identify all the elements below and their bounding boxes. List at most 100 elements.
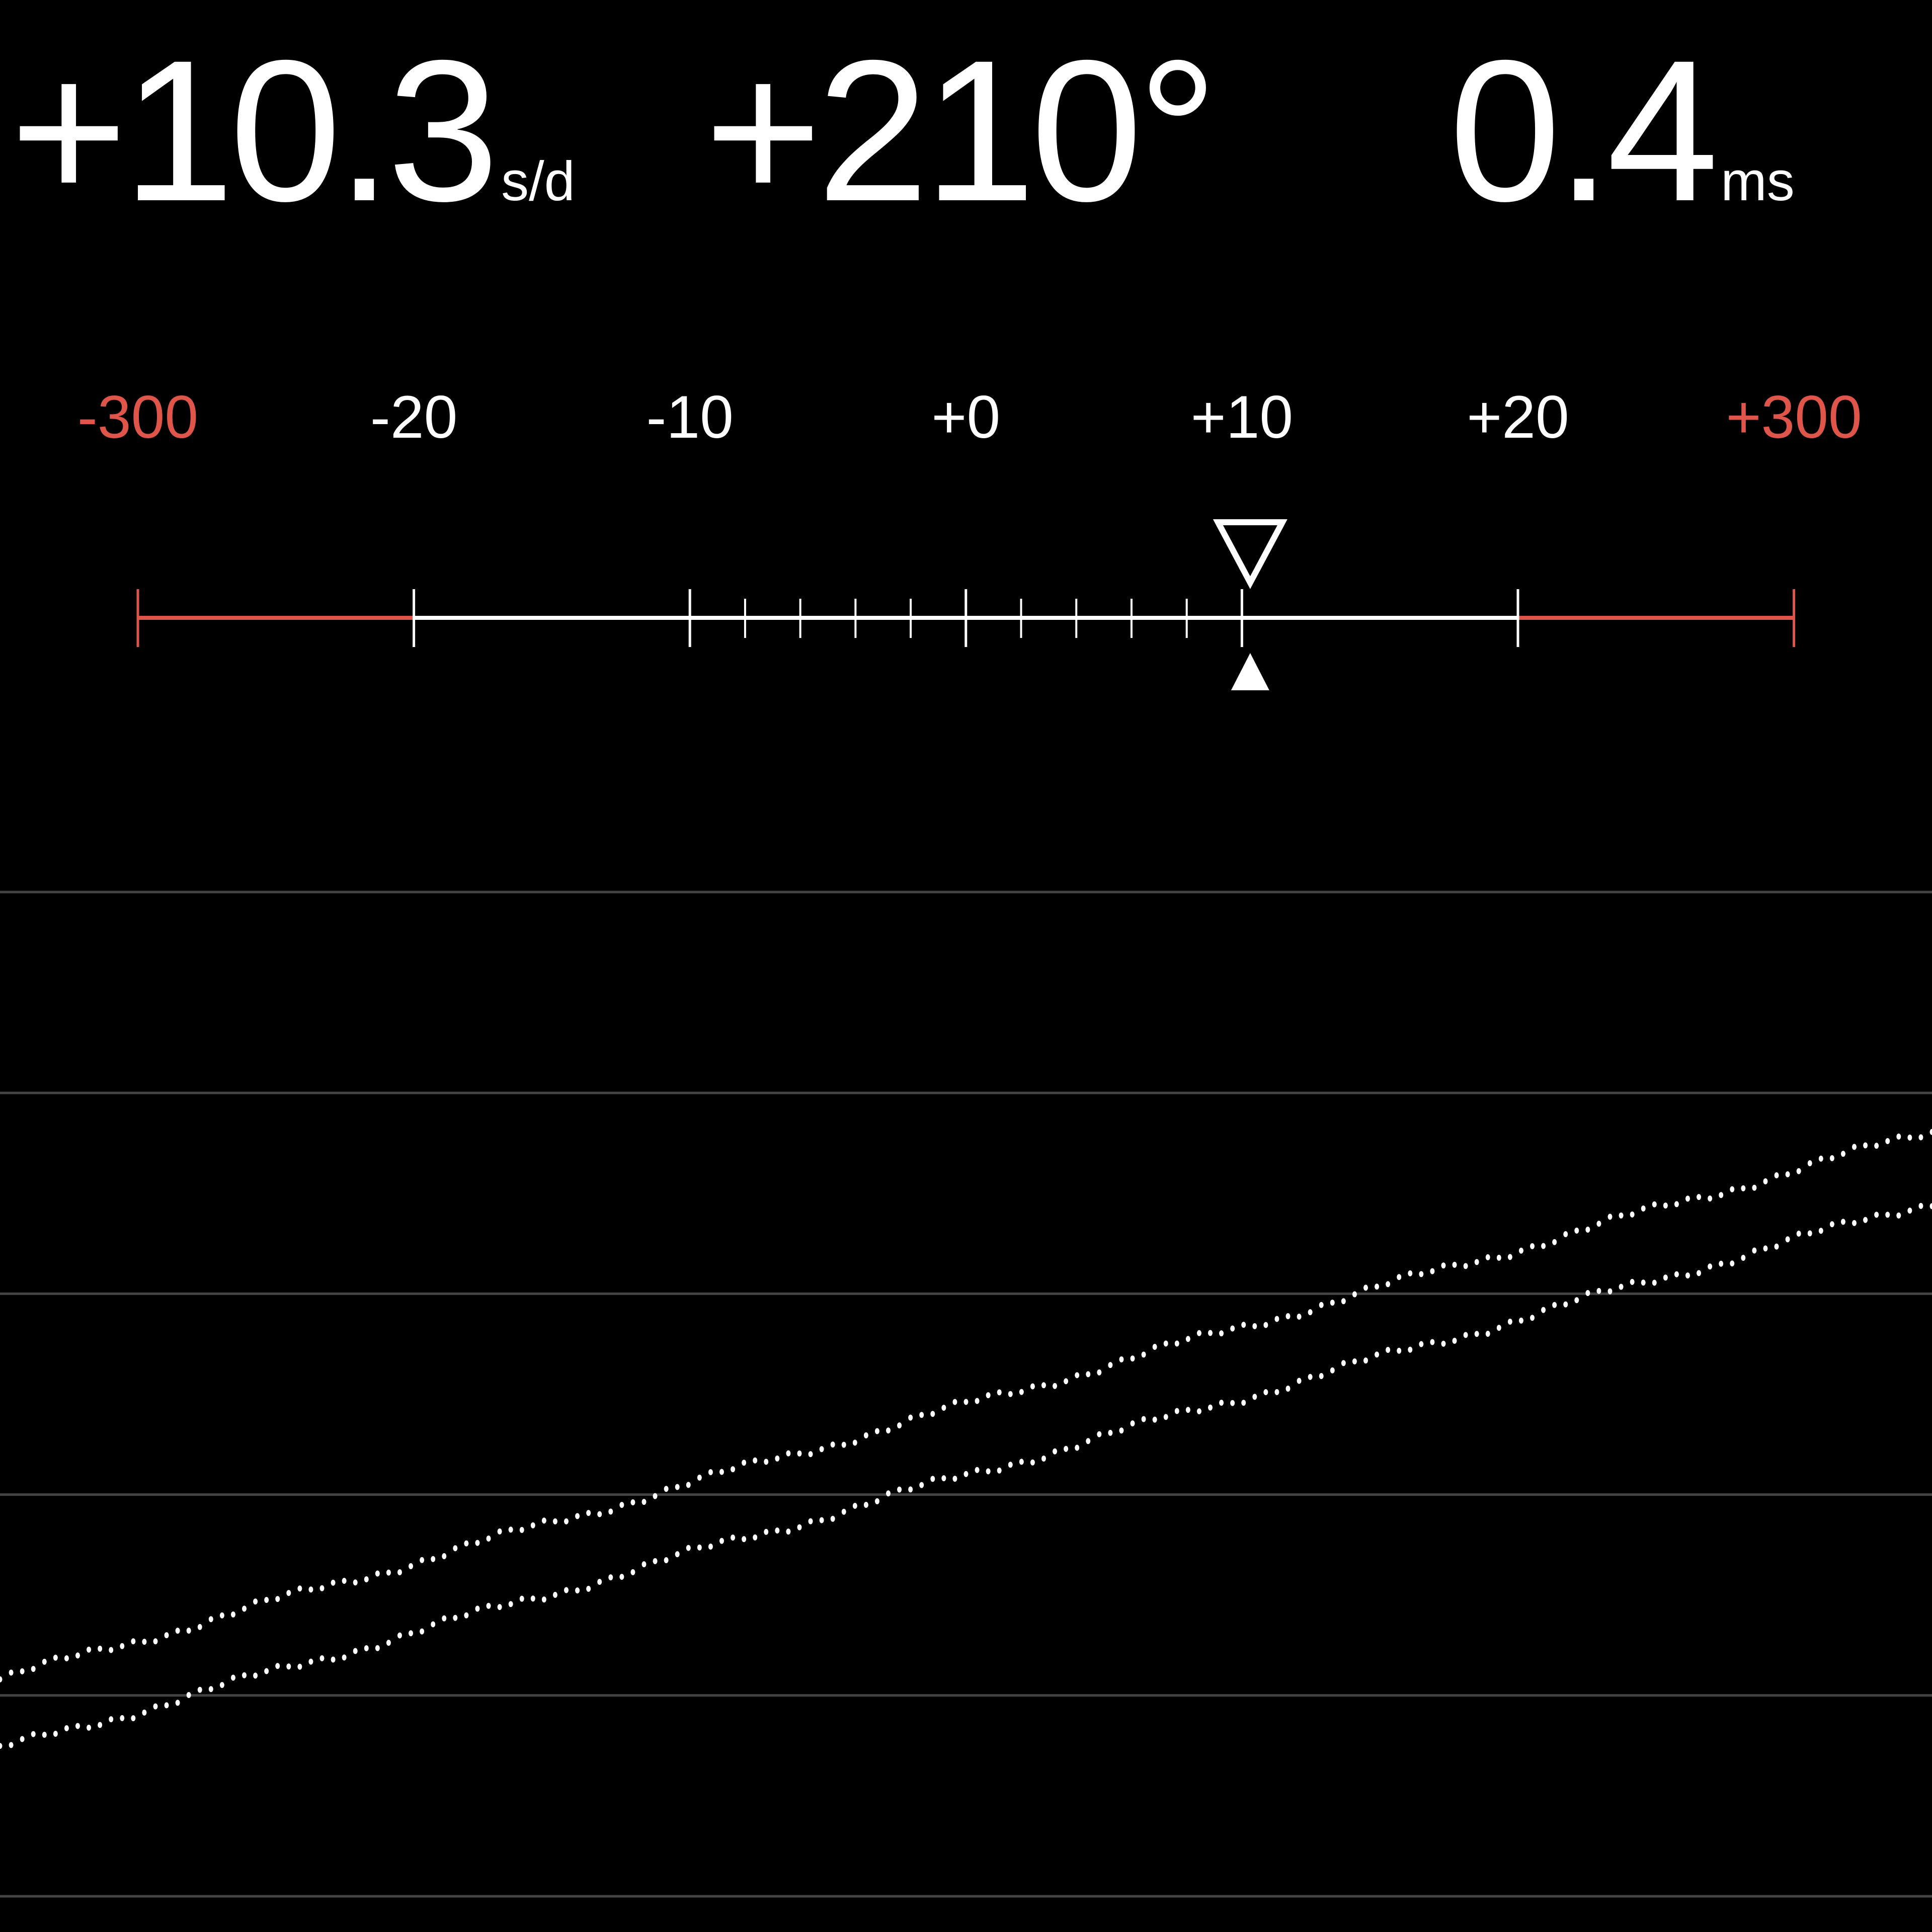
trace-dot	[1274, 1316, 1279, 1322]
trace-dot	[1907, 1208, 1912, 1214]
trace-dot	[786, 1450, 791, 1457]
trace-dot	[1408, 1270, 1413, 1276]
trace-dot	[1730, 1260, 1735, 1267]
trace-dot	[1619, 1283, 1624, 1290]
trace-dot	[64, 1655, 69, 1661]
trace-dot	[1263, 1389, 1268, 1396]
trace-dot	[1852, 1220, 1857, 1226]
trace-dot	[941, 1405, 946, 1411]
trace-dot	[1685, 1272, 1690, 1279]
trace-dot	[608, 1508, 613, 1515]
trace-dot	[619, 1502, 624, 1508]
trace-dot	[1785, 1171, 1790, 1178]
trace-dot	[1563, 1301, 1568, 1308]
trace-dot	[1397, 1347, 1402, 1354]
trace-dot	[1263, 1322, 1268, 1328]
trace-dot	[630, 1569, 635, 1575]
trace-dot	[863, 1502, 868, 1508]
trace-dot	[997, 1389, 1002, 1396]
trace-dot	[986, 1468, 991, 1475]
trace-dot	[1541, 1307, 1546, 1313]
rate-value: +10.3	[10, 18, 499, 243]
trace-dot	[1152, 1416, 1157, 1423]
beat-angle-readout: +210°	[704, 30, 1218, 231]
trace-dot	[874, 1428, 879, 1434]
beat-error-unit: ms	[1721, 150, 1795, 212]
trace-dot	[331, 1656, 336, 1663]
trace-dot	[1285, 1386, 1291, 1392]
rate-marker-filled-triangle-icon	[1231, 653, 1269, 690]
trace-dot	[1719, 1192, 1724, 1198]
trace-dot	[1674, 1201, 1679, 1208]
trace-dot	[120, 1715, 125, 1721]
trace-dot	[1818, 1155, 1823, 1162]
trace-dot	[997, 1467, 1002, 1474]
trace-dot	[519, 1595, 524, 1602]
trace-dot	[1108, 1362, 1113, 1369]
trace-dot	[1319, 1302, 1324, 1308]
trace-dot	[186, 1627, 191, 1634]
trace-dot	[1452, 1337, 1457, 1344]
trace-dot	[486, 1535, 491, 1542]
trace-dot	[508, 1601, 513, 1607]
trace-dot	[1685, 1195, 1690, 1202]
trace-dot	[208, 1686, 213, 1693]
trace-dot	[164, 1702, 169, 1709]
trace-dot	[1929, 1203, 1932, 1210]
trace-dot	[1663, 1202, 1668, 1209]
trace-dot	[464, 1612, 469, 1619]
trace-dot	[1708, 1263, 1713, 1270]
trace-dot	[208, 1616, 213, 1623]
trace-dot	[431, 1556, 436, 1562]
trace-dot	[564, 1587, 569, 1593]
trace-dot	[1075, 1372, 1080, 1379]
trace-dot	[87, 1646, 92, 1653]
trace-dot	[1196, 1408, 1201, 1415]
trace-dot	[42, 1658, 47, 1665]
trace-dot	[1518, 1247, 1523, 1254]
trace-dot	[675, 1484, 680, 1490]
beat-angle-value: +210°	[704, 18, 1218, 243]
trace-dot	[1163, 1414, 1168, 1420]
trace-dot	[708, 1544, 713, 1550]
trace-dot	[753, 1457, 758, 1464]
trace-dot	[0, 1676, 3, 1682]
trace-dot	[1230, 1400, 1235, 1406]
trace-dot	[1352, 1291, 1357, 1298]
trace-dot	[1607, 1214, 1613, 1220]
trace-dot	[319, 1655, 325, 1661]
trace-dot	[1252, 1394, 1257, 1400]
trace-dot	[608, 1574, 613, 1581]
trace-dot	[1097, 1369, 1102, 1376]
trace-dot	[1507, 1254, 1512, 1260]
trace-dot	[342, 1578, 347, 1584]
trace-dot	[1053, 1383, 1058, 1389]
trace-dot	[1741, 1185, 1746, 1191]
trace-dot	[153, 1703, 158, 1710]
trace-dot	[98, 1722, 103, 1728]
trace-dot	[1130, 1420, 1135, 1427]
trace-dot	[641, 1561, 647, 1568]
trace-dot	[0, 1743, 3, 1749]
trace-dot	[675, 1551, 680, 1558]
trace-dot	[1030, 1383, 1035, 1390]
scale-label: +10	[1190, 383, 1294, 451]
trace-dot	[963, 1471, 969, 1477]
trace-dot	[930, 1411, 935, 1417]
trace-dot	[1697, 1194, 1702, 1200]
trace-dot	[1574, 1297, 1579, 1304]
trace-dot	[264, 1668, 269, 1674]
trace-dot	[431, 1621, 436, 1628]
trace-dot	[719, 1538, 724, 1544]
trace-dot	[1896, 1212, 1901, 1219]
trace-dot	[586, 1510, 591, 1516]
trace-dot	[20, 1668, 25, 1674]
trace-dot	[1885, 1212, 1890, 1218]
trace-dot	[297, 1663, 302, 1670]
trace-dot	[1518, 1317, 1523, 1324]
trace-dot	[1185, 1336, 1190, 1342]
trace-dot	[697, 1544, 702, 1551]
trace-dot	[1852, 1144, 1857, 1150]
trace-dot	[1697, 1270, 1702, 1276]
trace-dot	[1807, 1230, 1812, 1237]
